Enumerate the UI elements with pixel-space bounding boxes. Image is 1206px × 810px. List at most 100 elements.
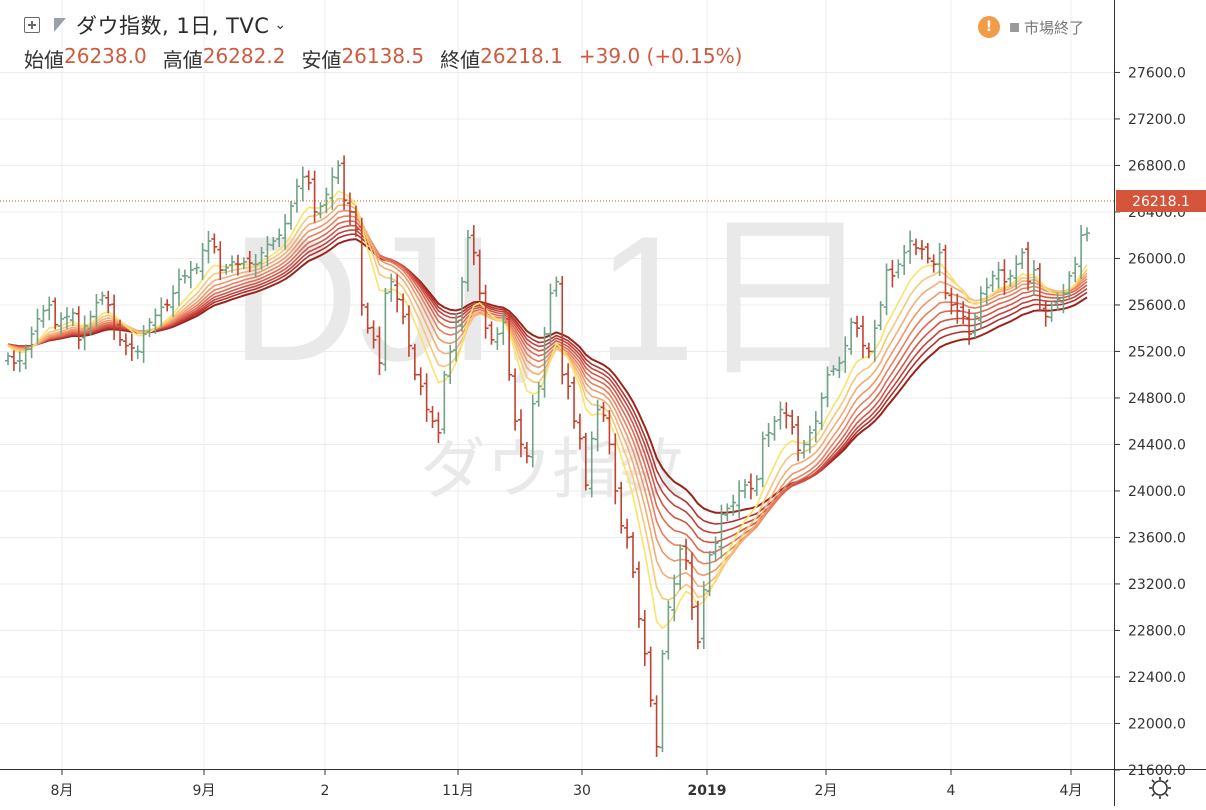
ema-ribbon-17 bbox=[7, 209, 1088, 577]
time-tick-label: 2 bbox=[321, 783, 330, 799]
ohlc-bar bbox=[187, 261, 194, 289]
ohlc-bar bbox=[1019, 248, 1026, 270]
ohlc-bar bbox=[382, 287, 389, 371]
ohlc-bar bbox=[830, 365, 837, 376]
ohlc-bar bbox=[594, 399, 601, 452]
ohlc-bar bbox=[818, 392, 825, 430]
ohlc-bar bbox=[122, 333, 129, 356]
chevron-down-icon[interactable]: ⌄ bbox=[274, 17, 287, 33]
ohlc-bar bbox=[924, 242, 931, 264]
ohlc-bar bbox=[724, 503, 731, 522]
ohlc-bar bbox=[1066, 271, 1073, 300]
ohlc-bar bbox=[488, 321, 495, 345]
ema-ribbon-20 bbox=[7, 215, 1088, 565]
ohlc-bar bbox=[930, 254, 937, 273]
ohlc-bar bbox=[352, 205, 359, 237]
ohlc-bar bbox=[730, 494, 737, 516]
ohlc-bar bbox=[128, 333, 135, 361]
ohlc-bar bbox=[812, 411, 819, 443]
ohlc-bar bbox=[1054, 292, 1061, 311]
ohlc-bar bbox=[576, 413, 583, 450]
time-tick-label: 11月 bbox=[442, 783, 474, 799]
ohlc-bar bbox=[429, 406, 436, 428]
price-tick-label: 25200.0 bbox=[1128, 344, 1186, 360]
ohlc-bar bbox=[1013, 255, 1020, 290]
ohlc-bar bbox=[665, 600, 672, 660]
ohlc-bar bbox=[223, 264, 230, 275]
market-status: ! 市場終了 bbox=[978, 16, 1084, 38]
ohlc-bar bbox=[317, 201, 324, 219]
ohlc-bar bbox=[93, 293, 100, 328]
open-value: 26238.0 bbox=[64, 44, 147, 68]
high-value: 26282.2 bbox=[202, 44, 286, 68]
ohlc-bar bbox=[1072, 256, 1079, 283]
ohlc-bar bbox=[211, 233, 218, 254]
ohlc-bar bbox=[140, 325, 147, 363]
watermark-sub: ダウ指数 bbox=[420, 431, 684, 508]
ohlc-bar bbox=[105, 290, 112, 314]
ohlc-bar bbox=[859, 315, 866, 359]
ohlc-bar bbox=[989, 270, 996, 292]
last-price-tag: 26218.1 bbox=[1116, 190, 1206, 212]
ohlc-bar bbox=[559, 275, 566, 385]
ohlc-bar bbox=[889, 259, 896, 288]
ohlc-bar bbox=[842, 336, 849, 373]
ohlc-bar bbox=[152, 308, 159, 334]
ma-ribbons bbox=[7, 190, 1088, 630]
ohlc-bar bbox=[907, 230, 914, 264]
ohlc-bar bbox=[205, 230, 212, 264]
flag-icon bbox=[54, 18, 66, 32]
ohlc-bar bbox=[358, 217, 365, 316]
ohlc-bar bbox=[394, 274, 401, 313]
ohlc-bar bbox=[229, 255, 236, 273]
symbol-title[interactable]: ダウ指数, 1日, TVC bbox=[76, 14, 270, 38]
time-tick-label: 4 bbox=[947, 783, 956, 799]
ohlc-bar bbox=[918, 240, 925, 260]
ohlc-bar bbox=[1060, 284, 1067, 314]
ohlc-bar bbox=[52, 297, 59, 330]
ohlc-bar bbox=[553, 276, 560, 297]
ohlc-bar bbox=[500, 312, 507, 345]
ohlc-bar bbox=[913, 238, 920, 256]
ohlc-bar bbox=[901, 244, 908, 275]
price-tick-label: 21600.0 bbox=[1128, 763, 1186, 779]
ohlc-bar bbox=[305, 170, 312, 191]
ohlc-bar bbox=[435, 412, 442, 443]
ohlc-bar bbox=[441, 370, 448, 434]
price-tick-label: 26000.0 bbox=[1128, 251, 1186, 267]
low-label: 安値 bbox=[301, 48, 342, 72]
time-tick-label: 9月 bbox=[193, 783, 216, 799]
ohlc-bars bbox=[5, 155, 1090, 757]
chart-header: ダウ指数, 1日, TVC ⌄ bbox=[24, 10, 286, 40]
ohlc-bar bbox=[482, 284, 489, 339]
ohlc-bar bbox=[364, 302, 371, 334]
ohlc-bar bbox=[612, 433, 619, 505]
market-status-text: 市場終了 bbox=[1024, 18, 1085, 37]
ohlc-bar bbox=[58, 312, 65, 335]
close-label: 終値 bbox=[440, 48, 481, 72]
price-tick-label: 24800.0 bbox=[1128, 391, 1186, 407]
price-tick-label: 22000.0 bbox=[1128, 716, 1186, 732]
ohlc-bar bbox=[346, 192, 353, 225]
ohlc-bar bbox=[694, 600, 701, 650]
ohlc-bar bbox=[547, 283, 554, 346]
ohlc-bar bbox=[240, 257, 247, 270]
settings-gear-icon[interactable] bbox=[1149, 777, 1171, 799]
ema-ribbon-26 bbox=[7, 224, 1088, 544]
warning-icon[interactable]: ! bbox=[978, 16, 1000, 38]
ema-ribbon-23 bbox=[7, 220, 1088, 554]
ohlc-bar bbox=[75, 306, 82, 350]
ohlc-bar bbox=[759, 431, 766, 488]
expand-icon[interactable] bbox=[24, 17, 40, 33]
ohlc-bar bbox=[795, 415, 802, 462]
ohlc-bar bbox=[960, 301, 967, 324]
ohlc-bar bbox=[753, 475, 760, 496]
time-axis: 8月 9月 2 11月 30 2019 2月 4 4月 bbox=[51, 769, 1082, 799]
ohlc-bar bbox=[494, 327, 501, 351]
ohlc-bar bbox=[117, 319, 124, 347]
grid bbox=[0, 0, 1114, 771]
ohlc-bar bbox=[806, 425, 813, 454]
ohlc-bar bbox=[618, 481, 625, 534]
